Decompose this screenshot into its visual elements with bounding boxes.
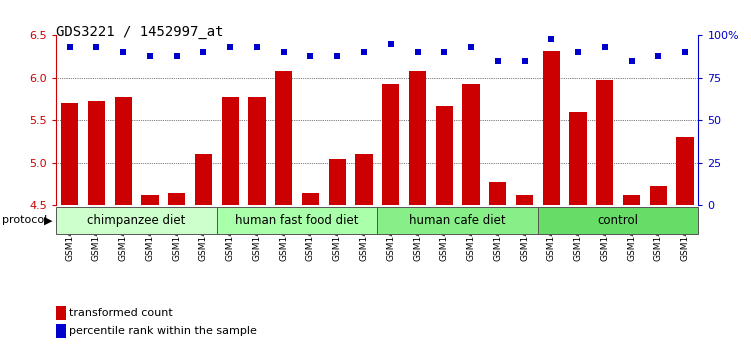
Point	[64, 45, 76, 50]
Bar	[168, 193, 185, 205]
Bar	[222, 97, 239, 205]
Bar	[249, 97, 266, 205]
Bar	[409, 71, 427, 205]
Bar	[516, 195, 533, 205]
Point	[653, 53, 665, 59]
Point	[599, 45, 611, 50]
Point	[90, 45, 102, 50]
Point	[545, 36, 557, 42]
Point	[170, 53, 182, 59]
Point	[358, 50, 370, 55]
Bar	[677, 137, 694, 205]
Bar	[489, 182, 506, 205]
Bar	[650, 186, 667, 205]
Text: chimpanzee diet: chimpanzee diet	[87, 214, 185, 227]
Point	[251, 45, 263, 50]
Bar	[382, 84, 400, 205]
Bar	[56, 207, 217, 234]
Bar	[275, 71, 292, 205]
Bar	[61, 103, 78, 205]
Point	[331, 53, 343, 59]
Point	[304, 53, 316, 59]
Bar	[355, 154, 372, 205]
Bar	[463, 84, 480, 205]
Text: GDS3221 / 1452997_at: GDS3221 / 1452997_at	[56, 25, 224, 39]
Point	[278, 50, 290, 55]
Point	[518, 58, 530, 64]
Bar	[88, 101, 105, 205]
Bar	[377, 207, 538, 234]
Bar	[436, 106, 453, 205]
Point	[412, 50, 424, 55]
Point	[626, 58, 638, 64]
Point	[492, 58, 504, 64]
Bar	[141, 195, 158, 205]
Bar	[538, 207, 698, 234]
Point	[225, 45, 237, 50]
Point	[572, 50, 584, 55]
Point	[117, 50, 129, 55]
Text: human fast food diet: human fast food diet	[235, 214, 359, 227]
Bar	[596, 80, 614, 205]
Text: ▶: ▶	[44, 215, 52, 225]
Bar	[195, 154, 213, 205]
Text: transformed count: transformed count	[70, 308, 173, 318]
Text: percentile rank within the sample: percentile rank within the sample	[70, 326, 258, 336]
Bar	[302, 193, 319, 205]
Point	[679, 50, 691, 55]
Bar	[328, 159, 346, 205]
Point	[198, 50, 210, 55]
Bar	[114, 97, 132, 205]
Bar	[217, 207, 377, 234]
Bar	[623, 195, 641, 205]
Point	[465, 45, 477, 50]
Bar	[56, 306, 66, 320]
Text: control: control	[598, 214, 638, 227]
Text: protocol: protocol	[2, 215, 47, 225]
Point	[144, 53, 156, 59]
Bar	[542, 51, 560, 205]
Bar	[569, 112, 587, 205]
Text: human cafe diet: human cafe diet	[409, 214, 506, 227]
Point	[439, 50, 451, 55]
Bar	[56, 324, 66, 338]
Point	[385, 41, 397, 47]
